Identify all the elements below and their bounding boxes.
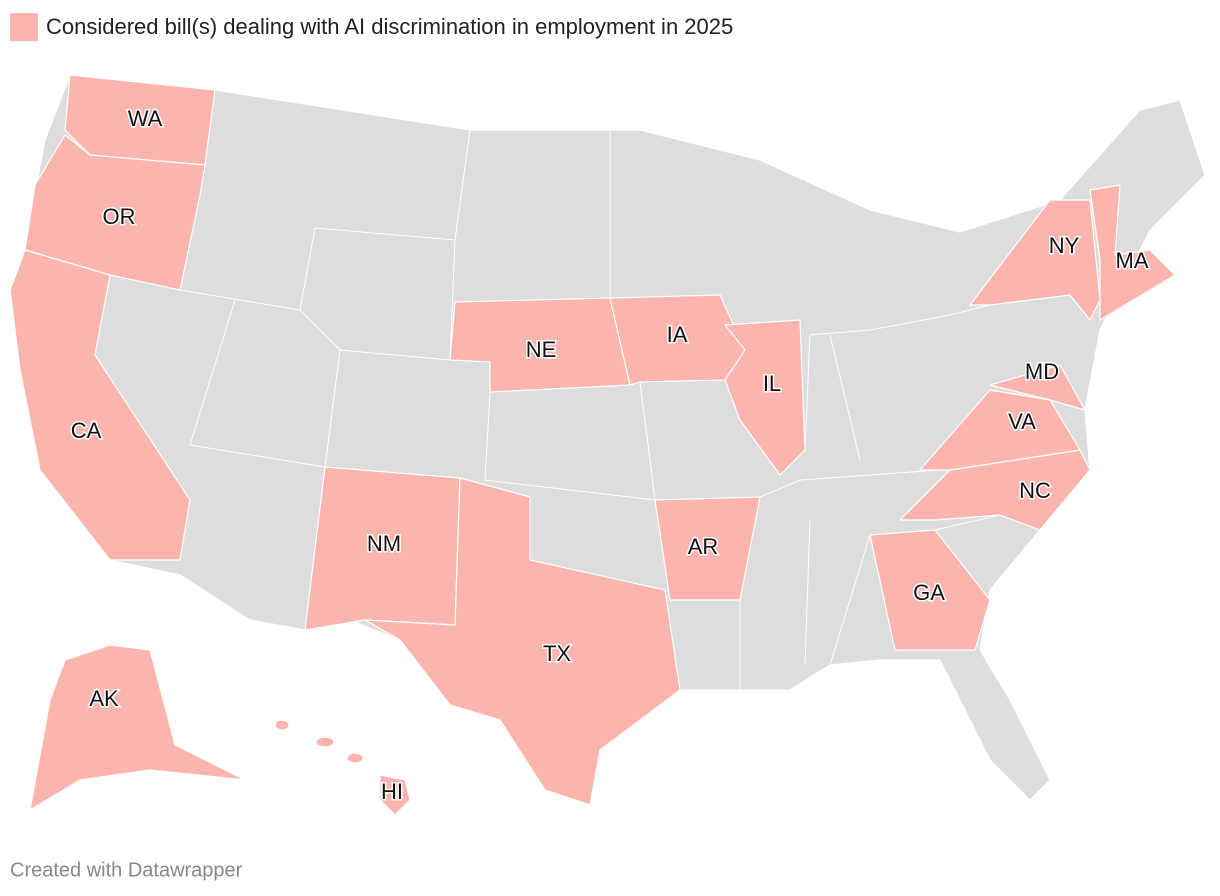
state-ar [654, 496, 761, 601]
state-ny [969, 199, 1101, 321]
state-va [919, 389, 1081, 471]
state-label: NE [526, 337, 557, 362]
state-tx [364, 477, 681, 806]
legend-swatch [10, 13, 38, 41]
state-label: NY [1049, 233, 1080, 258]
state-il [724, 319, 806, 476]
state-label: WA [128, 106, 163, 131]
legend-label: Considered bill(s) dealing with AI discr… [46, 14, 733, 39]
state-label: OR [103, 204, 136, 229]
state-labels: WA OR CA NE IA IL NM TX AR GA NC VA MD N… [69, 104, 1150, 805]
state-hi [274, 719, 411, 816]
state-label: NC [1019, 478, 1051, 503]
state-md [989, 364, 1086, 411]
state-ak [29, 644, 246, 811]
state-label: MD [1025, 359, 1059, 384]
state-label: AR [688, 534, 719, 559]
state-label: NM [367, 531, 401, 556]
state-label: VA [1008, 409, 1036, 434]
hi-island [274, 719, 290, 731]
footer: Created with Datawrapper [10, 859, 243, 881]
state-or [24, 134, 206, 291]
state-ca [9, 249, 191, 561]
state-ma [1089, 184, 1176, 321]
state-label: IL [763, 371, 781, 396]
state-borders [179, 129, 1001, 690]
highlighted-states [9, 74, 1176, 816]
state-label: IA [667, 322, 688, 347]
hi-island [315, 736, 335, 748]
hi-island [346, 752, 364, 764]
state-label: TX [543, 641, 571, 666]
state-ga [869, 529, 991, 651]
state-label: GA [913, 580, 945, 605]
state-label: AK [89, 686, 119, 711]
hi-island [379, 774, 411, 816]
state-label: MA [1116, 248, 1149, 273]
state-label: CA [71, 418, 102, 443]
state-label: HI [381, 779, 403, 804]
